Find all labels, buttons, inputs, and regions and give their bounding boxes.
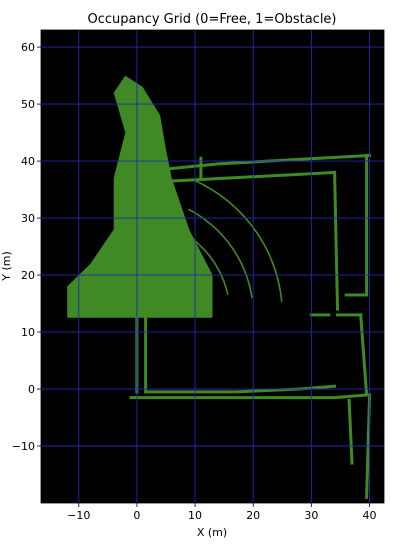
- x-tick-label: 30: [304, 509, 318, 522]
- y-tick-label: 0: [28, 383, 35, 396]
- y-tick-label: −10: [12, 440, 35, 453]
- x-axis-label: X (m): [197, 526, 227, 539]
- y-tick-label: 50: [21, 98, 35, 111]
- plot-frame: [40, 29, 385, 504]
- chart-title: Occupancy Grid (0=Free, 1=Obstacle): [87, 12, 336, 27]
- y-tick-label: 20: [21, 269, 35, 282]
- obstacle-arc: [194, 179, 283, 303]
- occupancy-cells: [67, 75, 372, 499]
- x-axis: −10 0 10 20 30 40: [67, 503, 376, 522]
- obstacle-wall: [333, 170, 340, 311]
- obstacle-arc: [183, 232, 229, 296]
- x-tick-label: 0: [133, 509, 140, 522]
- grid-lines: [41, 30, 384, 503]
- plot-area: [40, 29, 385, 504]
- obstacle-wall: [158, 153, 372, 172]
- obstacle-region: [67, 75, 213, 318]
- y-tick-label: 10: [21, 326, 35, 339]
- y-tick-label: 40: [21, 155, 35, 168]
- obstacle-wall: [359, 313, 369, 397]
- y-tick-label: 60: [21, 41, 35, 54]
- x-tick-label: −10: [67, 509, 90, 522]
- x-tick-label: 10: [188, 509, 202, 522]
- y-axis-label: Y (m): [0, 251, 13, 282]
- obstacle-arc: [188, 208, 253, 299]
- obstacle-wall: [129, 393, 372, 400]
- x-tick-label: 20: [246, 509, 260, 522]
- obstacle-wall: [144, 384, 337, 394]
- x-tick-label: 40: [362, 509, 376, 522]
- obstacle-wall: [347, 398, 354, 465]
- y-axis: −10 0 10 20 30 40 50 60: [12, 41, 41, 453]
- y-tick-label: 30: [21, 212, 35, 225]
